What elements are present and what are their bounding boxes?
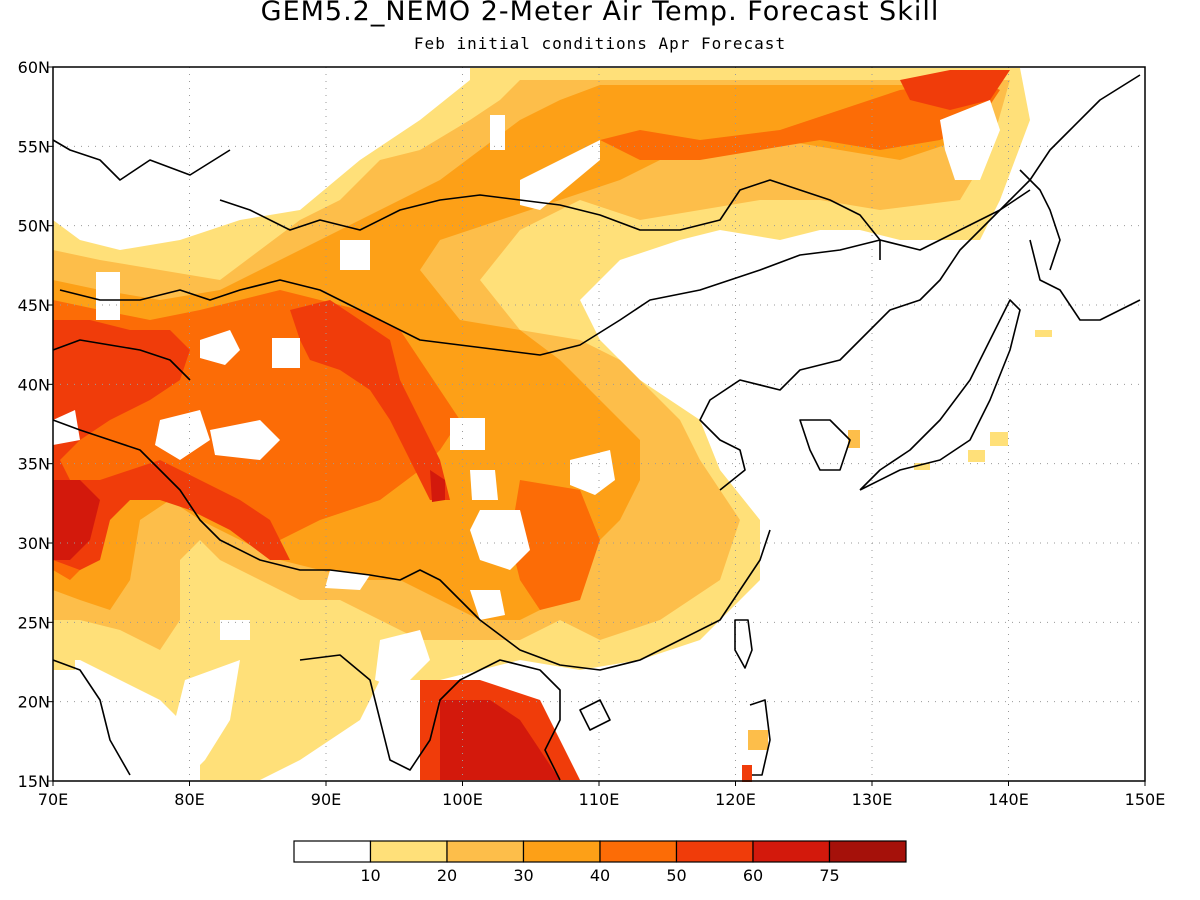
skill-region bbox=[430, 470, 445, 502]
skill-region bbox=[1035, 330, 1052, 337]
legend-swatch bbox=[293, 840, 372, 863]
legend-label: 10 bbox=[360, 866, 380, 885]
skill-region bbox=[470, 510, 530, 570]
skill-region bbox=[510, 480, 600, 610]
map-border bbox=[59, 189, 1031, 356]
skill-region bbox=[53, 410, 80, 445]
legend-swatch bbox=[369, 840, 448, 863]
skill-region bbox=[490, 115, 505, 150]
legend-swatch bbox=[675, 840, 754, 863]
legend-label: 30 bbox=[513, 866, 533, 885]
skill-region bbox=[600, 80, 1000, 160]
lat-tick-label: 50N bbox=[18, 217, 50, 236]
legend-label: 75 bbox=[819, 866, 839, 885]
map-border bbox=[859, 299, 1021, 491]
lon-tick-label: 100E bbox=[442, 790, 483, 809]
skill-region bbox=[848, 430, 860, 448]
coastlines bbox=[52, 74, 1141, 781]
skill-region bbox=[470, 470, 498, 500]
skill-region bbox=[742, 765, 752, 782]
legend-label: 50 bbox=[666, 866, 686, 885]
map-border bbox=[579, 699, 611, 731]
lon-tick-label: 90E bbox=[311, 790, 341, 809]
lat-tick-label: 25N bbox=[18, 613, 50, 632]
lon-tick-label: 80E bbox=[174, 790, 204, 809]
lat-tick-label: 20N bbox=[18, 693, 50, 712]
map-border bbox=[1019, 169, 1141, 321]
color-legend: 10 20 30 40 50 60 75 bbox=[293, 840, 907, 885]
skill-region bbox=[990, 432, 1008, 446]
chart-subtitle: Feb initial conditions Apr Forecast bbox=[413, 34, 787, 53]
skill-region bbox=[748, 730, 768, 750]
lat-axis: 15N 20N 25N 30N 35N 40N 45N 50N 55N 60N bbox=[18, 58, 53, 791]
skill-region bbox=[53, 320, 290, 570]
legend-swatch bbox=[522, 840, 601, 863]
lat-tick-label: 15N bbox=[18, 772, 50, 791]
map-border bbox=[52, 654, 561, 781]
lat-tick-label: 45N bbox=[18, 296, 50, 315]
legend-label: 20 bbox=[437, 866, 457, 885]
skill-region bbox=[200, 330, 240, 365]
map-border bbox=[52, 339, 771, 671]
lon-tick-label: 130E bbox=[852, 790, 893, 809]
skill-region bbox=[155, 410, 210, 460]
skill-region bbox=[210, 420, 280, 460]
skill-region bbox=[440, 700, 560, 780]
lon-tick-label: 70E bbox=[38, 790, 68, 809]
legend-label: 40 bbox=[590, 866, 610, 885]
map-grid bbox=[53, 67, 1145, 781]
lat-tick-label: 55N bbox=[18, 137, 50, 156]
skill-region bbox=[968, 450, 985, 462]
lat-tick-label: 40N bbox=[18, 375, 50, 394]
lon-tick-label: 120E bbox=[715, 790, 756, 809]
lon-tick-label: 110E bbox=[579, 790, 620, 809]
map-border bbox=[699, 74, 1141, 491]
skill-region bbox=[170, 660, 240, 780]
map-border bbox=[799, 419, 851, 471]
skill-region bbox=[470, 590, 505, 620]
skill-region bbox=[340, 240, 370, 270]
lat-tick-label: 35N bbox=[18, 455, 50, 474]
lon-axis: 70E 80E 90E 100E 110E 120E 130E 140E 150E bbox=[38, 781, 1166, 809]
skill-region bbox=[272, 338, 300, 368]
skill-region bbox=[450, 418, 485, 450]
chart-title: GEM5.2_NEMO 2-Meter Air Temp. Forecast S… bbox=[260, 0, 940, 27]
skill-region bbox=[290, 300, 450, 500]
legend-label: 60 bbox=[743, 866, 763, 885]
legend-swatch bbox=[599, 840, 678, 863]
lat-tick-label: 30N bbox=[18, 534, 50, 553]
skill-region bbox=[900, 70, 1010, 110]
legend-swatch bbox=[828, 840, 907, 863]
skill-shading bbox=[53, 68, 1052, 782]
lon-tick-label: 150E bbox=[1125, 790, 1166, 809]
skill-region bbox=[570, 450, 615, 495]
skill-region bbox=[53, 480, 100, 560]
legend-swatch bbox=[752, 840, 831, 863]
lon-tick-label: 140E bbox=[988, 790, 1029, 809]
legend-swatch bbox=[446, 840, 525, 863]
lat-tick-label: 60N bbox=[18, 58, 50, 77]
skill-region bbox=[325, 570, 370, 590]
skill-region bbox=[375, 630, 430, 690]
skill-region bbox=[220, 620, 250, 640]
map-border bbox=[52, 139, 881, 260]
skill-region bbox=[53, 650, 75, 670]
skill-region bbox=[96, 272, 120, 320]
skill-region bbox=[940, 100, 1000, 180]
map-border bbox=[749, 699, 771, 776]
skill-region bbox=[520, 140, 600, 210]
map-border bbox=[734, 619, 753, 669]
